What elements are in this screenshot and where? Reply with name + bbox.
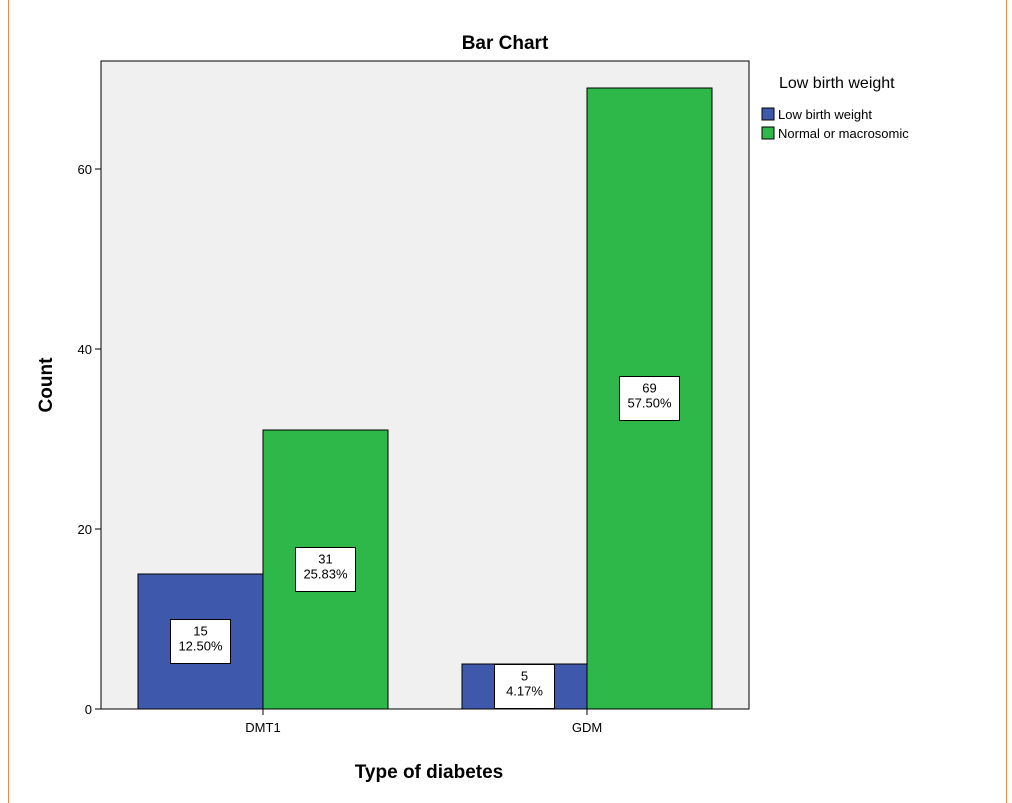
legend-swatch bbox=[761, 126, 775, 140]
y-axis: 0 20 40 60 bbox=[78, 162, 101, 717]
x-axis-title: Type of diabetes bbox=[355, 762, 504, 783]
y-axis-title: Count bbox=[36, 357, 57, 413]
x-tick-label: GDM bbox=[572, 720, 602, 735]
legend-title: Low birth weight bbox=[779, 75, 895, 92]
data-label: 5 bbox=[521, 669, 528, 684]
data-label: 25.83% bbox=[303, 567, 348, 582]
legend-label: Low birth weight bbox=[778, 107, 872, 122]
data-label: 69 bbox=[642, 381, 656, 396]
chart-title: Bar Chart bbox=[462, 33, 549, 54]
data-label: 15 bbox=[193, 624, 207, 639]
right-frame-border bbox=[1006, 0, 1007, 803]
x-tick-label: DMT1 bbox=[245, 720, 280, 735]
data-label: 31 bbox=[318, 552, 332, 567]
y-tick-label: 60 bbox=[78, 162, 92, 177]
left-frame-border bbox=[8, 0, 9, 803]
data-label-box bbox=[170, 619, 231, 664]
y-tick-label: 40 bbox=[78, 342, 92, 357]
data-label-box bbox=[619, 376, 680, 421]
data-label-box bbox=[295, 547, 356, 592]
x-axis: DMT1 GDM bbox=[245, 709, 602, 735]
data-label-box bbox=[494, 664, 555, 709]
y-tick-label: 0 bbox=[85, 702, 92, 717]
data-label: 57.50% bbox=[627, 396, 672, 411]
y-tick-label: 20 bbox=[78, 522, 92, 537]
legend: Low birth weight Low birth weight Normal … bbox=[761, 75, 909, 141]
data-label: 4.17% bbox=[506, 684, 543, 699]
data-label: 12.50% bbox=[178, 639, 223, 654]
legend-swatch bbox=[761, 107, 775, 121]
legend-label: Normal or macrosomic bbox=[778, 126, 909, 141]
